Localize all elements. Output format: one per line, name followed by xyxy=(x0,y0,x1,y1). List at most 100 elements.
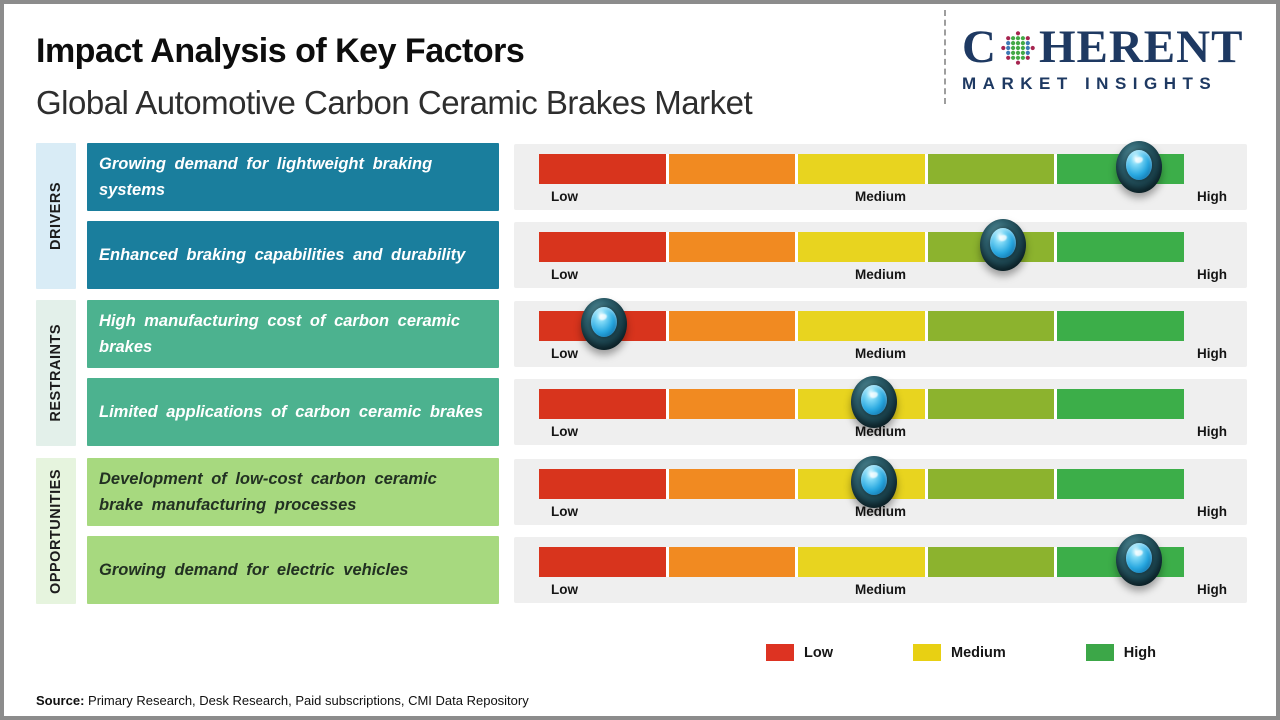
scale-label-high: High xyxy=(1197,267,1227,282)
factor-group-drivers: DRIVERS Growing demand for lightweight br… xyxy=(36,141,1247,289)
impact-bar xyxy=(539,219,1184,271)
factor-row: Development of low-cost carbon ceramic b… xyxy=(87,456,1247,526)
scale-segment-1 xyxy=(539,389,666,419)
scale-segment-4 xyxy=(927,469,1055,499)
source-note: Source: Primary Research, Desk Research,… xyxy=(36,693,529,708)
scale-label-high: High xyxy=(1197,346,1227,361)
knob-core xyxy=(861,464,888,495)
page-title: Impact Analysis of Key Factors xyxy=(36,32,525,70)
knob-highlight xyxy=(998,233,1009,243)
scale-segment-1 xyxy=(539,232,666,262)
impact-knob[interactable] xyxy=(1115,534,1162,586)
impact-scale: Low Medium High xyxy=(514,141,1247,210)
factor-row: Enhanced braking capabilities and durabi… xyxy=(87,219,1247,289)
scale-segment-2 xyxy=(668,547,796,577)
scale-segment-5 xyxy=(1057,389,1184,419)
factor-box: Development of low-cost carbon ceramic b… xyxy=(87,458,499,526)
impact-scale: Low Medium High xyxy=(514,534,1247,603)
scale-segment-2 xyxy=(668,389,796,419)
scale-segment-4 xyxy=(927,547,1055,577)
scale-segment-1 xyxy=(539,154,666,184)
scale-segment-2 xyxy=(668,232,796,262)
scale-segment-1 xyxy=(539,469,666,499)
impact-scale: Low Medium High xyxy=(514,298,1247,367)
knob-highlight xyxy=(1133,548,1144,558)
factor-row: Growing demand for lightweight braking s… xyxy=(87,141,1247,211)
category-strip: RESTRAINTS xyxy=(36,300,76,446)
globe-icon xyxy=(1001,30,1035,65)
scale-label-high: High xyxy=(1197,189,1227,204)
factor-text: Growing demand for lightweight braking s… xyxy=(99,154,433,199)
knob-highlight xyxy=(869,470,880,480)
scale-label-low: Low xyxy=(551,346,578,361)
knob-highlight xyxy=(598,312,609,322)
legend-item: High xyxy=(1085,644,1156,661)
scale-label-high: High xyxy=(1197,424,1227,439)
scale-segment-5 xyxy=(1057,311,1184,341)
scale-label-low: Low xyxy=(551,582,578,597)
factor-text: Development of low-cost carbon ceramic b… xyxy=(99,469,437,514)
group-rows: High manufacturing cost of carbon cerami… xyxy=(87,298,1247,446)
scale-label-low: Low xyxy=(551,267,578,282)
factor-text: Limited applications of carbon ceramic b… xyxy=(99,402,484,421)
scale-labels: Low Medium High xyxy=(514,346,1247,362)
category-strip: DRIVERS xyxy=(36,143,76,289)
logo-letters-rest: HERENT xyxy=(1038,21,1244,73)
scale-segment-2 xyxy=(668,469,796,499)
legend-item: Medium xyxy=(913,644,1006,661)
scale-segment-1 xyxy=(539,547,666,577)
scale-labels: Low Medium High xyxy=(514,189,1247,205)
scale-segment-3 xyxy=(798,154,925,184)
impact-scale: Low Medium High xyxy=(514,456,1247,525)
impact-knob[interactable] xyxy=(851,376,898,428)
category-strip: OPPORTUNITIES xyxy=(36,458,76,604)
impact-bar xyxy=(539,141,1184,193)
factor-row: Growing demand for electric vehicles Low M… xyxy=(87,534,1247,604)
impact-bar xyxy=(539,298,1184,350)
scale-segment-3 xyxy=(798,311,925,341)
factor-row: Limited applications of carbon ceramic b… xyxy=(87,376,1247,446)
source-text: Primary Research, Desk Research, Paid su… xyxy=(84,693,529,708)
legend-item: Low xyxy=(766,644,833,661)
knob-core xyxy=(990,227,1017,258)
factor-text: High manufacturing cost of carbon cerami… xyxy=(99,311,461,356)
logo-divider xyxy=(944,10,946,104)
scale-segment-2 xyxy=(668,311,796,341)
scale-labels: Low Medium High xyxy=(514,424,1247,440)
factor-text: Enhanced braking capabilities and durabi… xyxy=(99,245,466,264)
legend-label: High xyxy=(1123,644,1156,661)
factor-box: Growing demand for electric vehicles xyxy=(87,536,499,604)
group-rows: Development of low-cost carbon ceramic b… xyxy=(87,456,1247,604)
factor-box: Growing demand for lightweight braking s… xyxy=(87,143,499,211)
knob-core xyxy=(861,384,888,415)
impact-knob[interactable] xyxy=(1115,141,1162,193)
impact-knob[interactable] xyxy=(851,456,898,508)
scale-segment-2 xyxy=(668,154,796,184)
factor-row: High manufacturing cost of carbon cerami… xyxy=(87,298,1247,368)
impact-knob[interactable] xyxy=(980,219,1027,271)
factor-group-restraints: RESTRAINTS High manufacturing cost of car… xyxy=(36,298,1247,446)
company-logo: C HERENT MARKET INSIGHTS xyxy=(962,24,1262,94)
scale-label-medium: Medium xyxy=(854,267,907,282)
logo-wordmark: C HERENT xyxy=(962,24,1262,71)
knob-core xyxy=(590,306,617,337)
factor-group-opportunities: OPPORTUNITIES Development of low-cost car… xyxy=(36,456,1247,604)
scale-labels: Low Medium High xyxy=(514,267,1247,283)
impact-bar xyxy=(539,456,1184,508)
source-label: Source: xyxy=(36,693,85,708)
impact-bar xyxy=(539,376,1184,428)
factor-box: High manufacturing cost of carbon cerami… xyxy=(87,300,499,368)
factor-box: Limited applications of carbon ceramic b… xyxy=(87,378,499,446)
knob-highlight xyxy=(869,390,880,400)
scale-label-high: High xyxy=(1197,582,1227,597)
knob-highlight xyxy=(1133,155,1144,165)
legend: Low Medium High xyxy=(766,644,1156,661)
scale-label-low: Low xyxy=(551,189,578,204)
impact-bar xyxy=(539,534,1184,586)
impact-knob[interactable] xyxy=(580,298,627,350)
legend-swatch xyxy=(766,644,794,661)
impact-scale: Low Medium High xyxy=(514,219,1247,288)
scale-segment-4 xyxy=(927,389,1055,419)
legend-label: Medium xyxy=(951,644,1006,661)
